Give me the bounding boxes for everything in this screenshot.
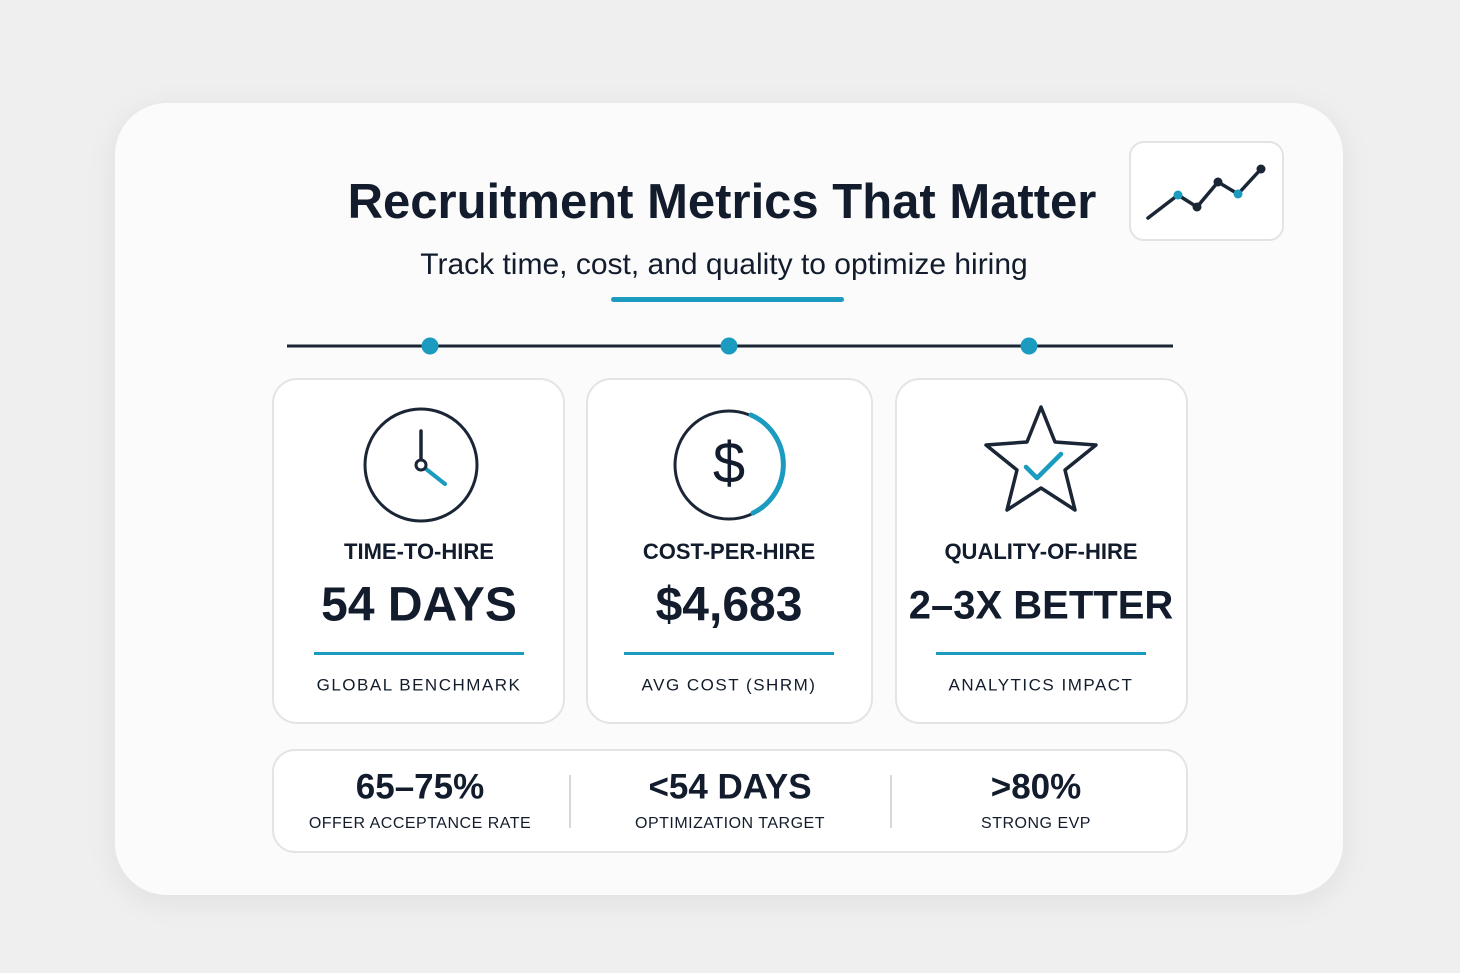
stat-label: OPTIMIZATION TARGET bbox=[635, 815, 825, 832]
metric-value: 2–3X BETTER bbox=[909, 584, 1174, 628]
trend-line bbox=[1146, 167, 1263, 220]
dollar-sign: $ bbox=[713, 430, 745, 495]
trend-dots bbox=[1192, 164, 1266, 212]
trend-dot bbox=[1233, 189, 1243, 199]
metric-card bbox=[895, 378, 1188, 724]
metric-note: ANALYTICS IMPACT bbox=[949, 675, 1134, 694]
metric-rule bbox=[936, 652, 1146, 655]
timeline-dot bbox=[1020, 337, 1038, 355]
clock-icon bbox=[363, 407, 479, 523]
timeline-dot bbox=[421, 337, 439, 355]
trend-dot bbox=[1256, 164, 1266, 174]
trend-dot bbox=[1173, 190, 1183, 200]
stat-value: <54 DAYS bbox=[648, 767, 811, 806]
metric-value: 54 DAYS bbox=[321, 579, 517, 632]
trend-dot bbox=[1213, 177, 1223, 187]
metric-note: AVG COST (SHRM) bbox=[642, 675, 817, 694]
clock-face bbox=[363, 407, 479, 523]
star-icon bbox=[984, 405, 1098, 512]
dollar-icon: $ bbox=[673, 409, 786, 521]
timeline-dot bbox=[720, 337, 738, 355]
title-underline bbox=[611, 297, 844, 302]
star-outline bbox=[984, 405, 1098, 512]
metric-value: $4,683 bbox=[656, 579, 803, 632]
metric-label: TIME-TO-HIRE bbox=[344, 539, 494, 564]
metric-rule bbox=[314, 652, 524, 655]
metric-label: COST-PER-HIRE bbox=[643, 539, 815, 564]
metric-card bbox=[586, 378, 873, 724]
stat-value: 65–75% bbox=[356, 767, 484, 806]
trend-dot bbox=[1192, 202, 1202, 212]
check-mark bbox=[1023, 451, 1064, 481]
metric-rule bbox=[624, 652, 834, 655]
metric-card bbox=[272, 378, 565, 724]
metric-note: GLOBAL BENCHMARK bbox=[317, 675, 522, 694]
stat-label: STRONG EVP bbox=[981, 815, 1091, 832]
trend-badge bbox=[1129, 141, 1284, 241]
clock-center bbox=[414, 458, 428, 472]
trend-accent-dots bbox=[1173, 189, 1243, 200]
metric-label: QUALITY-OF-HIRE bbox=[944, 539, 1137, 564]
stats-strip bbox=[272, 749, 1188, 853]
stat-label: OFFER ACCEPTANCE RATE bbox=[309, 815, 531, 832]
stat-value: >80% bbox=[991, 767, 1082, 806]
dollar-arc bbox=[748, 412, 786, 516]
subtitle: Track time, cost, and quality to optimiz… bbox=[420, 248, 1027, 281]
title: Recruitment Metrics That Matter bbox=[348, 175, 1097, 229]
